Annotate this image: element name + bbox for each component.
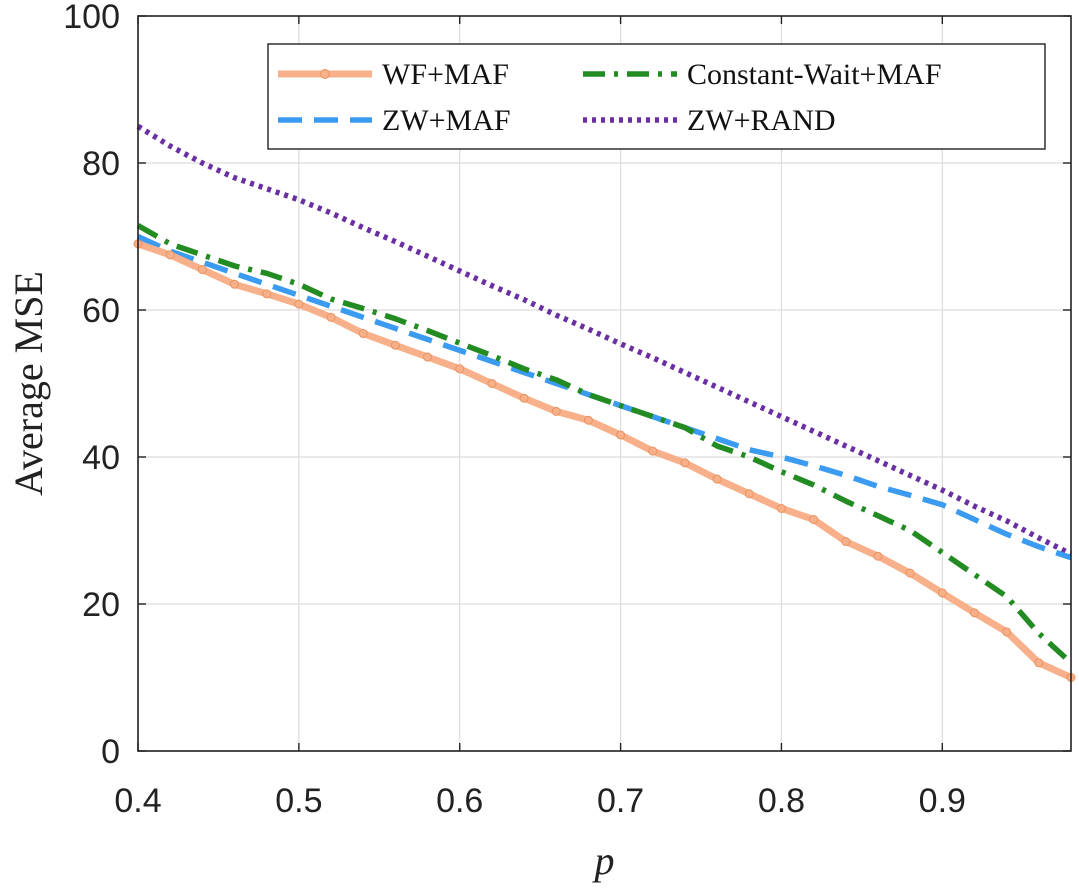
series-point-0 (230, 279, 240, 289)
legend-label-0: WF+MAF (382, 58, 509, 91)
series-line-0 (136, 240, 1073, 681)
series-point-0 (358, 329, 368, 339)
series-point-0 (294, 299, 304, 309)
series-point-0 (712, 474, 722, 484)
series-point-0 (455, 364, 465, 374)
series-line-1 (136, 223, 1073, 665)
y-tick-label: 0 (101, 733, 120, 771)
x-axis-label: p (592, 838, 615, 883)
series-point-0 (680, 458, 690, 468)
legend-label-2: ZW+MAF (382, 104, 511, 137)
x-tick-label: 0.9 (919, 782, 966, 820)
series-point-0 (937, 588, 947, 598)
series-point-0 (744, 489, 754, 499)
series-point-0 (326, 312, 336, 322)
x-tick-label: 0.7 (597, 782, 644, 820)
series-point-0 (648, 446, 658, 456)
series-point-0 (487, 379, 497, 388)
series-point-0 (873, 551, 883, 561)
series-layer (133, 123, 1076, 682)
series-point-0 (841, 537, 851, 547)
series-point-0 (390, 340, 400, 350)
series-point-0 (969, 608, 979, 618)
x-tick-label: 0.8 (758, 782, 805, 820)
x-tick-label: 0.6 (436, 782, 483, 820)
series-line-2 (136, 233, 1072, 561)
legend-label-1: Constant-Wait+MAF (687, 58, 942, 91)
y-tick-label: 100 (63, 0, 120, 36)
series-point-0 (262, 289, 272, 299)
legend-label-3: ZW+RAND (687, 104, 836, 137)
y-axis-label: Average MSE (6, 271, 51, 496)
series-point-0 (423, 352, 433, 362)
series-point-0 (1034, 658, 1044, 668)
series-point-0 (165, 250, 175, 260)
legend-marker-0 (320, 69, 330, 79)
series-point-0 (1002, 627, 1012, 637)
y-tick-label: 40 (82, 439, 120, 477)
legend: WF+MAF Constant-Wait+MAF ZW+MAF ZW+RAND (267, 43, 1046, 150)
series-point-0 (197, 265, 207, 275)
series-point-0 (776, 503, 786, 513)
series-point-0 (905, 568, 915, 578)
series-point-0 (809, 514, 819, 524)
series-point-0 (519, 393, 529, 403)
plot-frame (137, 15, 1072, 752)
series-line-3 (136, 123, 1073, 557)
series-point-0 (551, 406, 561, 416)
x-tick-label: 0.4 (114, 782, 161, 820)
y-tick-label: 60 (82, 292, 120, 330)
y-tick-label: 20 (82, 586, 120, 624)
tick-labels: 0.4 0.5 0.6 0.7 0.8 0.9 0 20 40 60 80 100 (63, 0, 1071, 820)
series-point-0 (616, 430, 626, 440)
x-tick-label: 0.5 (275, 782, 322, 820)
legend-box (267, 43, 1046, 150)
series-point-0 (583, 415, 593, 425)
y-tick-label: 80 (82, 145, 120, 183)
